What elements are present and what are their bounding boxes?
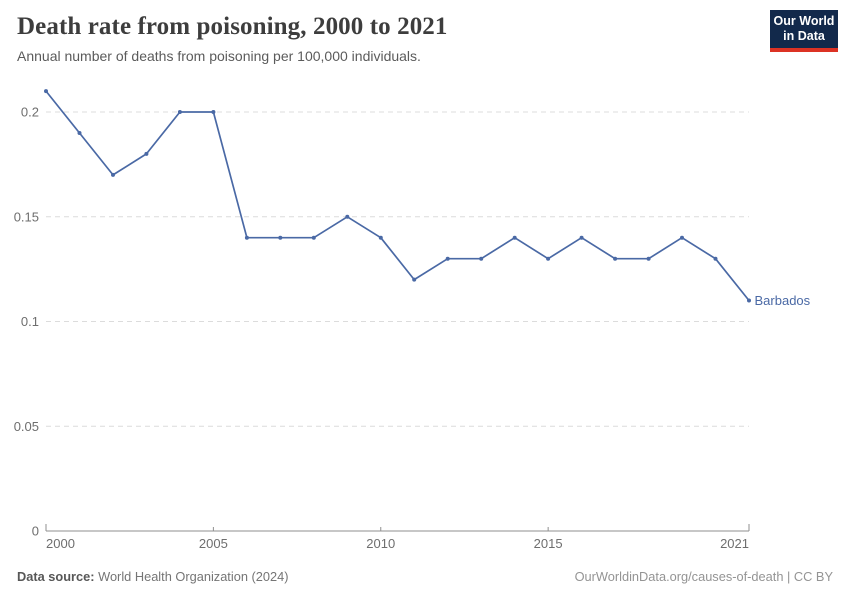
credit-link[interactable]: OurWorldinData.org/causes-of-death | CC … xyxy=(574,569,833,584)
data-point-2002[interactable] xyxy=(111,172,115,177)
data-point-2005[interactable] xyxy=(211,110,216,114)
data-point-2003[interactable] xyxy=(144,151,149,156)
y-tick-label: 0 xyxy=(32,524,39,539)
logo-line-1: Our World xyxy=(773,14,835,28)
y-tick-label: 0.15 xyxy=(14,209,39,224)
data-point-2010[interactable] xyxy=(378,235,383,240)
x-tick-label-2010: 2010 xyxy=(366,536,395,551)
y-tick-label: 0.1 xyxy=(21,314,39,329)
owid-logo[interactable]: Our World in Data xyxy=(770,10,838,52)
data-point-2001[interactable] xyxy=(77,131,82,135)
x-tick-label-2015: 2015 xyxy=(534,536,563,551)
x-tick-label-2005: 2005 xyxy=(199,536,228,551)
data-point-2012[interactable] xyxy=(445,256,450,261)
data-point-2014[interactable] xyxy=(512,235,517,240)
data-point-2008[interactable] xyxy=(311,235,316,240)
y-tick-label: 0.05 xyxy=(14,419,39,434)
x-tick-label-2021: 2021 xyxy=(720,536,749,551)
logo-line-2: in Data xyxy=(783,29,825,43)
data-point-2007[interactable] xyxy=(278,235,283,240)
y-tick-label: 0.2 xyxy=(21,105,39,120)
x-tick-label-2000: 2000 xyxy=(46,536,75,551)
data-point-2016[interactable] xyxy=(579,235,584,240)
data-point-2013[interactable] xyxy=(479,256,484,261)
data-point-2000[interactable] xyxy=(44,89,48,94)
data-point-2015[interactable] xyxy=(546,256,551,261)
data-point-2004[interactable] xyxy=(177,110,182,114)
data-point-2018[interactable] xyxy=(646,256,651,261)
page-title: Death rate from poisoning, 2000 to 2021 xyxy=(17,13,448,40)
data-point-2017[interactable] xyxy=(613,256,618,261)
data-source: Data source: World Health Organization (… xyxy=(17,569,289,584)
series-end-label[interactable]: Barbados xyxy=(755,293,811,308)
data-point-2009[interactable] xyxy=(345,214,350,219)
chart-subtitle: Annual number of deaths from poisoning p… xyxy=(17,48,421,64)
data-source-label: Data source: xyxy=(17,569,95,584)
data-point-2011[interactable] xyxy=(412,277,417,282)
data-point-2006[interactable] xyxy=(244,235,249,240)
data-point-2019[interactable] xyxy=(680,235,684,240)
data-point-2020[interactable] xyxy=(713,256,718,261)
data-source-text: World Health Organization (2024) xyxy=(98,569,289,584)
chart-header: Death rate from poisoning, 2000 to 2021 … xyxy=(17,13,737,64)
series-line-barbados[interactable] xyxy=(45,90,750,302)
data-point-2021[interactable] xyxy=(747,298,751,303)
